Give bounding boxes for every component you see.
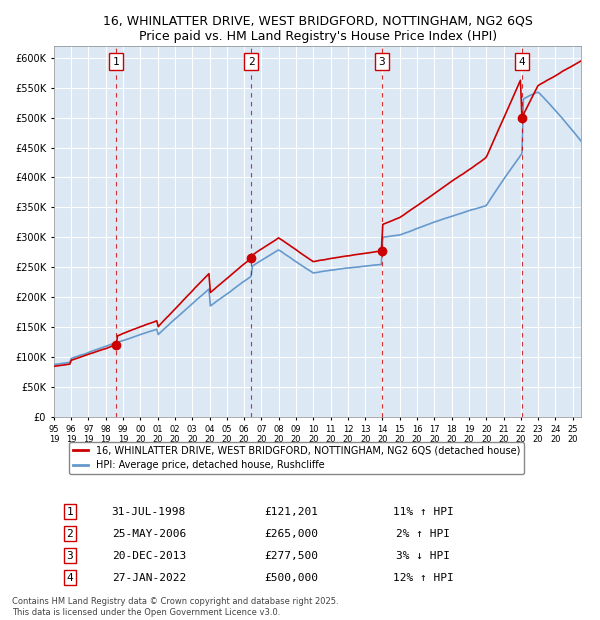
Text: 11% ↑ HPI: 11% ↑ HPI (393, 507, 454, 516)
Text: £500,000: £500,000 (264, 573, 318, 583)
Text: 3: 3 (67, 551, 73, 560)
Text: 1: 1 (67, 507, 73, 516)
Text: 2: 2 (67, 529, 73, 539)
Text: 27-JAN-2022: 27-JAN-2022 (112, 573, 186, 583)
Text: 4: 4 (518, 56, 526, 67)
Text: 2: 2 (248, 56, 254, 67)
Text: 2% ↑ HPI: 2% ↑ HPI (396, 529, 450, 539)
Title: 16, WHINLATTER DRIVE, WEST BRIDGFORD, NOTTINGHAM, NG2 6QS
Price paid vs. HM Land: 16, WHINLATTER DRIVE, WEST BRIDGFORD, NO… (103, 15, 533, 43)
Text: £265,000: £265,000 (264, 529, 318, 539)
Text: 3% ↓ HPI: 3% ↓ HPI (396, 551, 450, 560)
Text: 12% ↑ HPI: 12% ↑ HPI (393, 573, 454, 583)
Text: £277,500: £277,500 (264, 551, 318, 560)
Legend: 16, WHINLATTER DRIVE, WEST BRIDGFORD, NOTTINGHAM, NG2 6QS (detached house), HPI:: 16, WHINLATTER DRIVE, WEST BRIDGFORD, NO… (69, 441, 524, 474)
Text: 3: 3 (379, 56, 385, 67)
Text: £121,201: £121,201 (264, 507, 318, 516)
Text: 31-JUL-1998: 31-JUL-1998 (112, 507, 186, 516)
Text: 1: 1 (112, 56, 119, 67)
Text: Contains HM Land Registry data © Crown copyright and database right 2025.
This d: Contains HM Land Registry data © Crown c… (12, 598, 338, 617)
Text: 20-DEC-2013: 20-DEC-2013 (112, 551, 186, 560)
Text: 25-MAY-2006: 25-MAY-2006 (112, 529, 186, 539)
Text: 4: 4 (67, 573, 73, 583)
